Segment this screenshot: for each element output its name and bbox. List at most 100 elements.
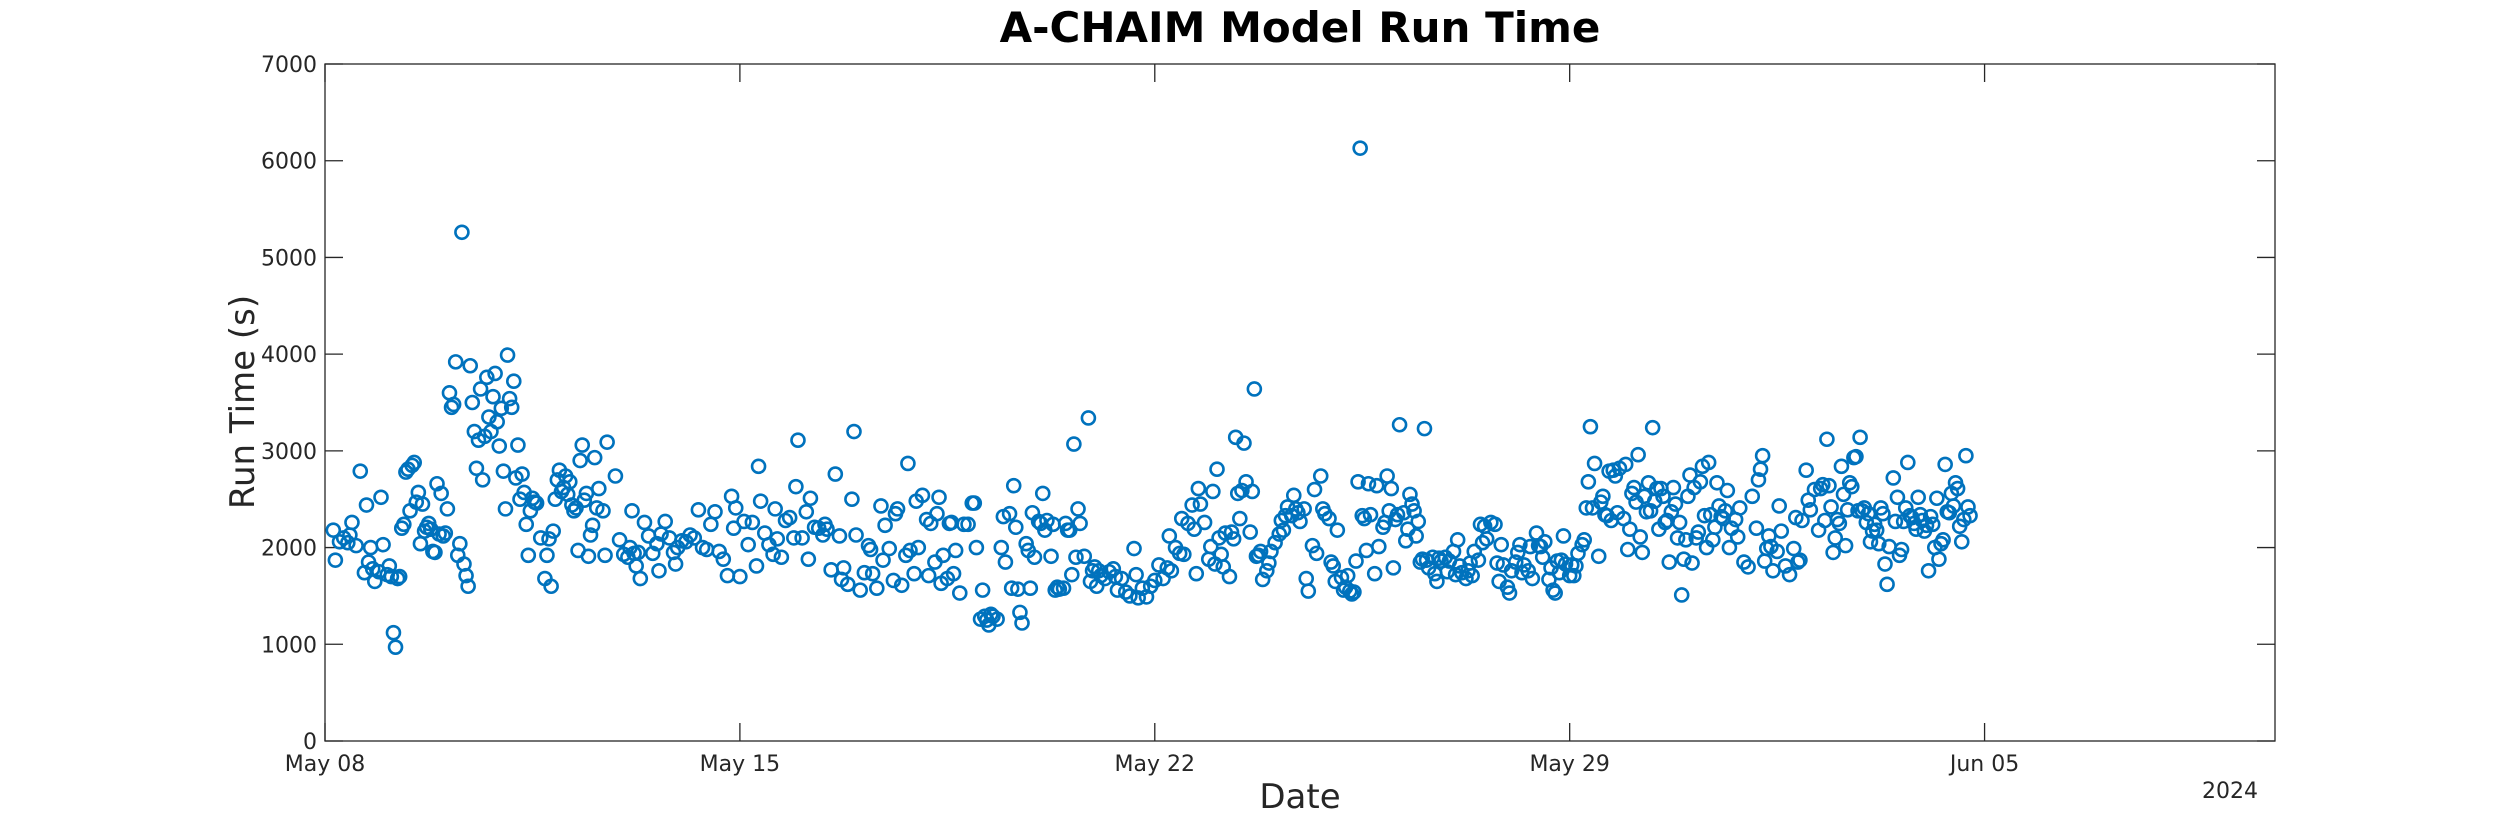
data-point [1018, 535, 1034, 552]
data-point [831, 528, 848, 544]
data-point [974, 582, 991, 598]
data-point [1889, 489, 1906, 506]
data-point [1833, 458, 1850, 475]
data-point [586, 449, 603, 466]
data-point [1792, 552, 1808, 568]
data-point [960, 516, 976, 533]
data-point [532, 530, 549, 546]
data-point [864, 565, 881, 582]
y-tick-label: 3000 [261, 440, 317, 465]
data-point [611, 532, 628, 548]
data-point [1744, 488, 1761, 505]
data-point [1223, 524, 1240, 540]
data-point [1232, 510, 1248, 527]
data-point [1202, 538, 1219, 555]
data-point [1590, 548, 1607, 565]
data-point [1802, 502, 1819, 518]
data-point [1122, 588, 1138, 604]
data-point [1205, 483, 1221, 500]
data-point [1819, 431, 1835, 448]
data-point [632, 570, 649, 587]
data-point [1566, 567, 1582, 584]
data-point [877, 517, 893, 534]
data-point [1619, 541, 1636, 558]
data-point [1362, 506, 1379, 523]
data-point [1439, 563, 1456, 580]
data-point [458, 567, 474, 584]
data-point [1885, 470, 1902, 486]
data-point [769, 531, 786, 547]
data-point [452, 535, 468, 552]
data-point [358, 497, 375, 513]
data-point [856, 564, 873, 581]
data-point [385, 624, 402, 641]
data-point [1953, 533, 1970, 550]
data-point [657, 513, 674, 530]
data-point [744, 514, 761, 531]
data-point [1221, 568, 1238, 585]
y-tick-label: 2000 [261, 537, 317, 562]
data-point [505, 373, 522, 390]
data-point [1922, 508, 1939, 525]
data-point [1350, 474, 1366, 490]
data-point [1945, 498, 1962, 514]
data-point [1580, 474, 1597, 490]
data-point [1578, 500, 1595, 516]
data-point [501, 390, 518, 407]
data-point [389, 570, 406, 587]
data-point [767, 501, 783, 517]
data-point [947, 542, 964, 559]
data-point [412, 535, 429, 552]
data-point [1246, 381, 1263, 397]
data-point [391, 568, 408, 585]
data-point [920, 567, 937, 584]
data-point [1555, 528, 1572, 544]
data-point [1296, 501, 1312, 517]
data-point [1034, 485, 1051, 502]
data-point [1823, 499, 1839, 515]
data-point [1534, 549, 1551, 566]
data-point [1188, 565, 1205, 582]
data-point [1408, 528, 1424, 544]
data-point [902, 542, 918, 559]
data-point [1522, 538, 1539, 555]
data-point [1547, 585, 1563, 601]
data-point [1005, 477, 1022, 494]
data-point [1014, 615, 1030, 631]
data-point [1209, 461, 1225, 478]
data-point [1348, 553, 1364, 569]
data-point [1080, 410, 1097, 426]
data-point [1190, 480, 1207, 497]
data-point [1263, 543, 1279, 560]
data-point [1794, 512, 1810, 529]
data-point [1665, 479, 1682, 496]
data-point [1709, 474, 1725, 491]
data-point [1298, 570, 1315, 587]
data-point [1690, 524, 1707, 540]
data-point [1520, 562, 1536, 579]
data-point [1267, 534, 1283, 551]
data-point [1949, 480, 1966, 497]
data-point [1837, 537, 1854, 554]
data-point [1893, 541, 1910, 558]
data-point [835, 560, 852, 576]
data-point [1325, 558, 1341, 574]
data-point [1134, 580, 1151, 596]
data-point [1285, 487, 1302, 504]
data-point [503, 399, 520, 416]
data-point [736, 513, 752, 530]
data-point [997, 554, 1014, 570]
data-point [802, 490, 819, 507]
data-point [495, 463, 512, 479]
axes-box [324, 63, 2276, 742]
data-point [624, 503, 640, 519]
data-point [844, 491, 860, 508]
data-point [1234, 482, 1250, 499]
data-point [1493, 536, 1510, 553]
chart-title: A-CHAIM Model Run Time [1000, 3, 1601, 52]
data-point [545, 523, 561, 539]
data-point [1617, 456, 1634, 473]
data-point [1192, 496, 1209, 512]
data-point [1321, 510, 1337, 527]
data-point [750, 458, 767, 475]
